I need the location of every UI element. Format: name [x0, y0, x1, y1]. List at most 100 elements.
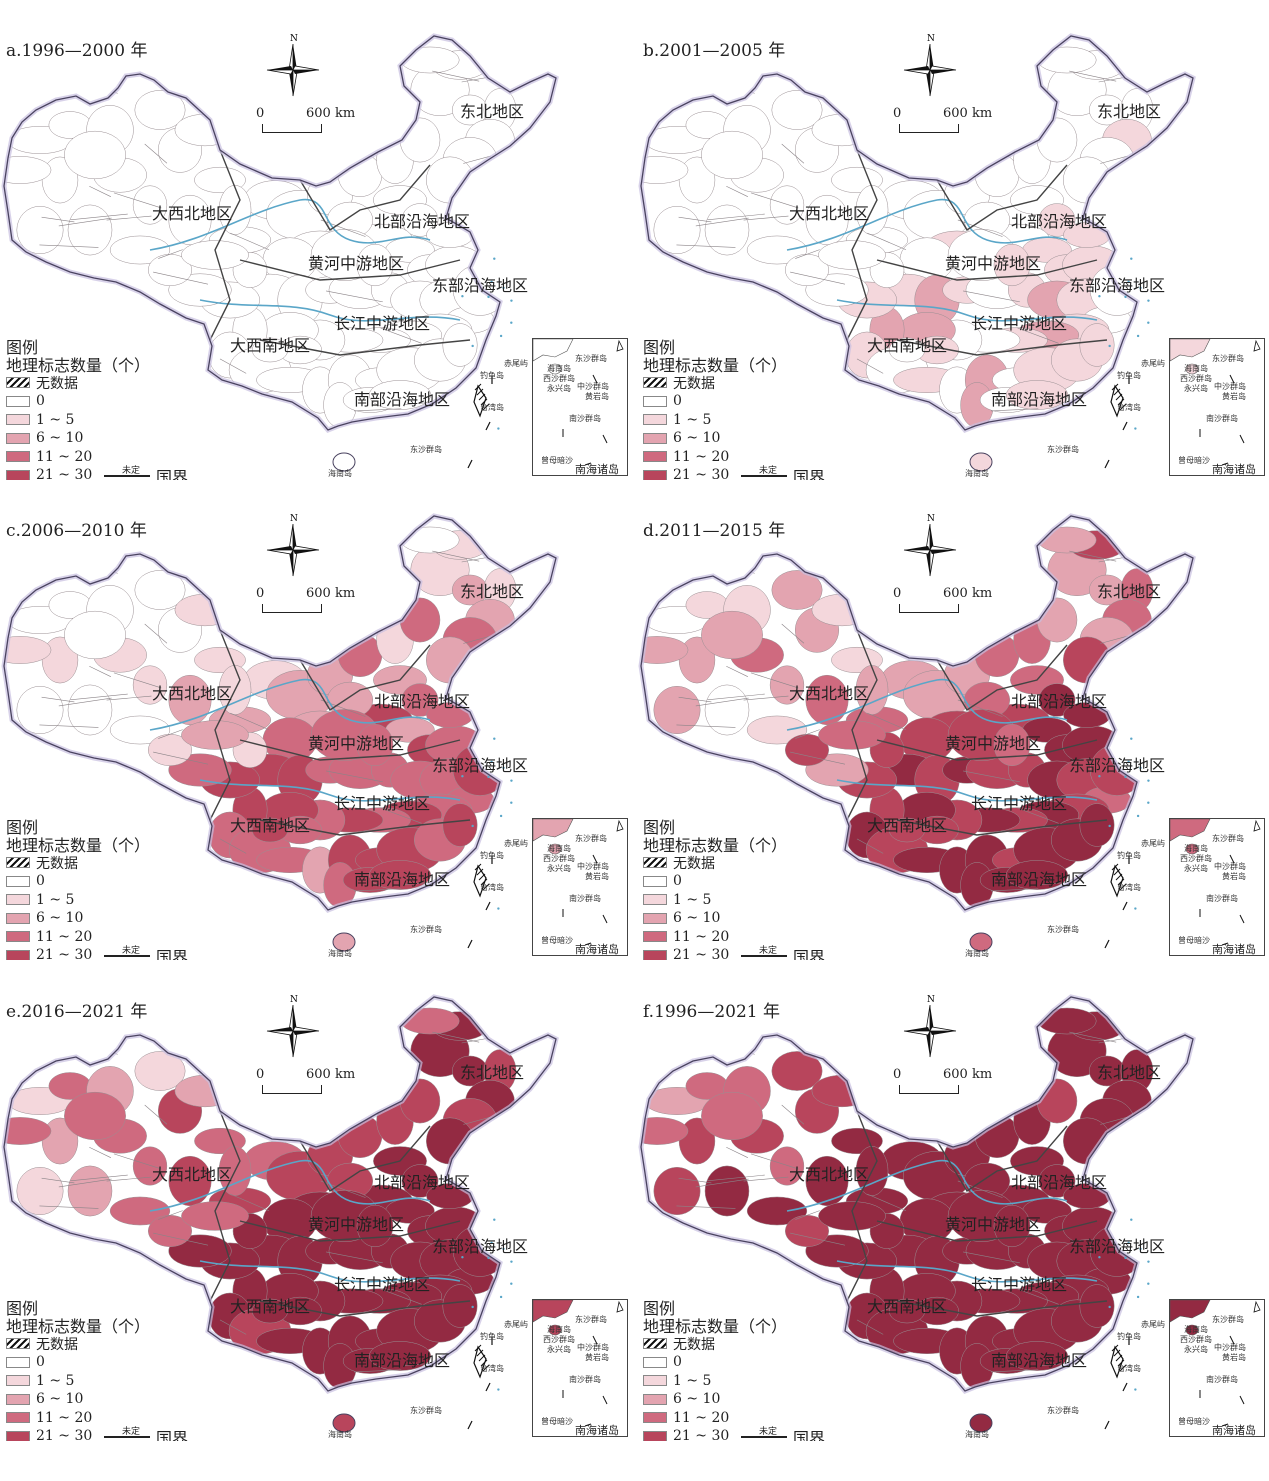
legend-swatch: [6, 377, 30, 388]
region-label-north-coast: 北部沿海地区: [1011, 212, 1108, 231]
inset-hainan: 海南岛: [547, 364, 571, 373]
region-label-east-coast: 东部沿海地区: [432, 276, 529, 295]
legend-item: 1 ~ 5: [6, 891, 74, 908]
legend-swatch: [6, 875, 30, 887]
choropleth-map: [638, 513, 1196, 952]
south-china-sea-inset: 海南岛 西沙群岛 永兴岛 东沙群岛 中沙群岛 黄岩岛 南沙群岛 曾母暗沙 南海诸岛: [532, 338, 628, 476]
place-dongsha: 东沙群岛: [1047, 445, 1079, 454]
prefecture-unit: [67, 684, 113, 736]
inset-south-sea: 南海诸岛: [1212, 463, 1256, 476]
legend-item: 无数据: [6, 854, 78, 872]
scale-distance: 600 km: [943, 106, 993, 121]
legend-label: 11 ~ 20: [673, 928, 730, 945]
border-line: 未定: [104, 466, 150, 477]
scale-zero: 0: [256, 1067, 265, 1082]
legend-item: 1 ~ 5: [643, 891, 711, 908]
inset-dongsha: 东沙群岛: [1212, 354, 1244, 363]
legend-swatch: [643, 1356, 667, 1368]
region-label-yangtze: 长江中游地区: [971, 794, 1068, 813]
prefecture-unit: [134, 570, 186, 610]
legend-swatch: [6, 1430, 30, 1441]
prefecture-unit: [401, 1164, 439, 1198]
legend-label: 1 ~ 5: [673, 891, 712, 908]
place-dongsha: 东沙群岛: [1047, 925, 1079, 934]
legend-swatch: [6, 931, 30, 942]
legend-swatch: [6, 469, 30, 480]
inset-dongsha: 东沙群岛: [575, 834, 607, 843]
legend-label: 11 ~ 20: [36, 928, 93, 945]
inset-south-sea: 南海诸岛: [575, 1424, 619, 1437]
legend-border: 未定 国界: [104, 944, 188, 960]
prefecture-unit: [1037, 526, 1097, 554]
place-chiwei: 赤尾屿: [504, 359, 528, 368]
place-diaoyu: 钓鱼岛: [1117, 371, 1141, 380]
legend-title: 图例: [643, 338, 676, 357]
scale-zero: 0: [256, 106, 265, 121]
prefecture-unit: [771, 570, 823, 610]
prefecture-unit: [701, 610, 763, 660]
legend-label: 1 ~ 5: [36, 891, 75, 908]
region-label-south-coast: 南部沿海地区: [354, 390, 451, 409]
border-label: 国界: [156, 1429, 189, 1441]
svg-text:N: N: [290, 34, 298, 44]
prefecture-unit: [1079, 803, 1115, 847]
prefecture-unit: [132, 185, 168, 225]
inset-yongxing: 永兴岛: [547, 864, 571, 873]
scale-distance: 600 km: [306, 106, 356, 121]
prefecture-unit: [769, 665, 805, 705]
prefecture-unit: [1037, 46, 1097, 74]
legend-border: 未定 国界: [741, 1425, 825, 1441]
legend-swatch: [6, 1375, 30, 1386]
place-diaoyu: 钓鱼岛: [480, 1332, 504, 1341]
legend-label: 1 ~ 5: [36, 411, 75, 428]
legend-swatch: [643, 1393, 667, 1405]
scale-line: [262, 124, 322, 133]
prefecture-unit: [1036, 597, 1078, 643]
prefecture-unit: [67, 1165, 113, 1217]
legend-item: 6 ~ 10: [643, 910, 720, 927]
inset-huangyan: 黄岩岛: [585, 872, 609, 881]
prefecture-unit: [1005, 860, 1069, 890]
scale-distance: 600 km: [943, 586, 993, 601]
legend-swatch: [643, 875, 667, 887]
inset-xisha: 西沙群岛: [543, 374, 575, 383]
region-label-yangtze: 长江中游地区: [971, 314, 1068, 333]
panel-title: c.2006—2010 年: [6, 521, 147, 541]
svg-text:N: N: [927, 34, 935, 44]
legend-item: 0: [643, 873, 682, 890]
scale-distance: 600 km: [943, 1067, 993, 1082]
south-china-sea-inset: 海南岛 西沙群岛 永兴岛 东沙群岛 中沙群岛 黄岩岛 南沙群岛 曾母暗沙 南海诸岛: [1169, 818, 1265, 956]
legend-title: 图例: [643, 818, 676, 837]
prefecture-unit: [109, 235, 171, 265]
place-taiwan: 台湾岛: [480, 883, 504, 892]
prefecture-unit: [704, 204, 750, 256]
legend-item: 无数据: [6, 1335, 78, 1353]
map-panel: e.2016—2021 年 N 0 600 km 东北地区 大西北地区 北部沿海地区 黄河中游…: [0, 961, 634, 1441]
legend-label: 0: [673, 1354, 682, 1370]
border-label: 国界: [156, 948, 189, 960]
legend-item: 21 ~ 30: [6, 467, 92, 480]
choropleth-map: [1, 513, 559, 952]
place-dongsha: 东沙群岛: [410, 445, 442, 454]
scale-distance: 600 km: [306, 586, 356, 601]
legend-swatch: [643, 1412, 667, 1423]
region-label-northeast: 东北地区: [1097, 102, 1162, 121]
legend-title: 图例: [6, 818, 39, 837]
inset-xisha: 西沙群岛: [543, 1335, 575, 1344]
prefecture-unit: [1079, 323, 1115, 367]
region-label-yangtze: 长江中游地区: [971, 1275, 1068, 1294]
legend-label: 6 ~ 10: [36, 910, 84, 926]
prefecture-unit: [746, 1196, 808, 1226]
inset-zengmu: 曾母暗沙: [1178, 936, 1210, 945]
scale-zero: 0: [256, 586, 265, 601]
legend-item: 1 ~ 5: [643, 1372, 711, 1389]
legend-border: 未定 国界: [104, 464, 188, 480]
inset-zengmu: 曾母暗沙: [1178, 456, 1210, 465]
inset-hainan: 海南岛: [547, 844, 571, 853]
inset-zhongsha: 中沙群岛: [577, 862, 609, 871]
border-label: 国界: [793, 1429, 826, 1441]
legend-swatch: [6, 1338, 30, 1349]
legend-item: 无数据: [643, 374, 715, 392]
region-label-northwest: 大西北地区: [789, 684, 870, 703]
region-label-northwest: 大西北地区: [152, 204, 233, 223]
